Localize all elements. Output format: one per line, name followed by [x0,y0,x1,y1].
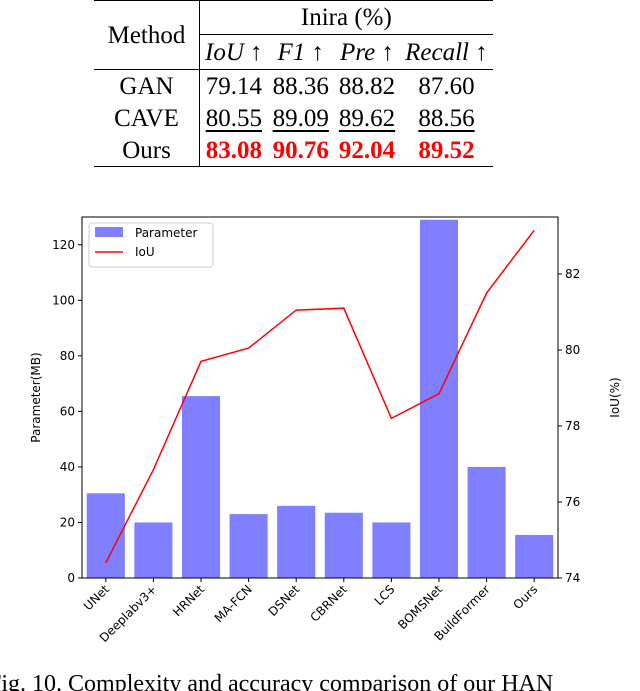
best-value-cell: 89.52 [400,134,493,167]
second-best-value-cell: 89.09 [272,104,329,132]
table-row: GAN 79.14 88.36 88.82 87.60 [94,69,493,102]
second-best-value-cell: 88.56 [418,104,475,132]
x-tick-label: LCS [372,582,398,608]
legend-parameter-label: Parameter [135,226,197,240]
second-best-value-cell: 80.55 [205,104,262,132]
left-tick-label: 20 [60,515,75,529]
bar-lcs [372,522,411,578]
method-cell: Ours [94,134,200,167]
bar-ours [515,534,554,578]
metric-header-f1: F1 ↑ [267,34,334,70]
plot-frame [81,216,559,579]
right-tick-label: 82 [565,267,580,281]
x-tick-label: UNet [81,582,112,613]
right-tick-label: 80 [565,343,580,357]
x-tick-label: BOMSNet [395,582,445,632]
figure-caption: Fig. 10. Complexity and accuracy compari… [0,671,554,691]
table-row: Ours 83.08 90.76 92.04 89.52 [94,134,493,167]
bar-buildformer [467,466,506,578]
x-tick-label: CBRNet [307,582,350,625]
left-tick-label: 40 [60,460,75,474]
left-tick-label: 60 [60,404,75,418]
metric-header-iou: IoU ↑ [199,34,268,70]
metric-header-row: IoU ↑ F1 ↑ Pre ↑ Recall ↑ [94,34,493,70]
second-best-value-cell: 89.62 [338,104,396,132]
method-cell: GAN [94,69,200,102]
legend-iou-label: IoU [135,245,155,259]
x-tick-label: DSNet [266,582,303,619]
legend-parameter-swatch [95,227,123,237]
left-tick-label: 0 [67,571,75,585]
metric-header-recall: Recall ↑ [400,34,493,70]
bar-ma-fcn [229,514,268,578]
table-header-row: Method Inira (%) [94,0,493,70]
best-value-cell: 90.76 [267,134,334,167]
method-cell: CAVE [94,102,200,134]
right-axis-label: IoU(%) [608,377,622,417]
value-cell: 79.14 [205,72,262,100]
best-value-cell: 83.08 [199,134,268,167]
table-row: CAVE 80.55 89.09 89.62 88.56 [94,102,493,134]
dataset-header: Inira (%) [199,0,493,35]
method-header: Method [94,0,200,70]
bar-unet [86,493,125,578]
bar-cbrnet [324,512,363,578]
best-value-cell: 92.04 [333,134,401,167]
left-axis-label: Parameter(MB) [29,352,43,442]
x-tick-label: HRNet [170,582,207,619]
results-table: Method Inira (%) IoU ↑ F1 ↑ Pre ↑ Recall… [94,0,493,167]
left-tick-label: 100 [52,293,75,307]
bar-deeplabv3+ [134,522,173,578]
metric-header-pre: Pre ↑ [333,34,401,70]
value-cell: 88.82 [338,72,396,100]
bar-hrnet [181,396,221,578]
value-cell: 87.60 [418,72,475,100]
right-tick-label: 78 [565,419,580,433]
value-cell: 88.36 [272,72,329,100]
bar-dsnet [277,505,316,578]
left-tick-label: 80 [60,349,75,363]
right-tick-label: 74 [565,571,580,585]
right-tick-label: 76 [565,495,580,509]
iou-line [105,229,535,564]
x-tick-label: MA-FCN [212,582,255,625]
x-tick-label: Ours [510,582,540,612]
left-tick-label: 120 [52,238,75,252]
bar-bomsnet [419,219,459,578]
